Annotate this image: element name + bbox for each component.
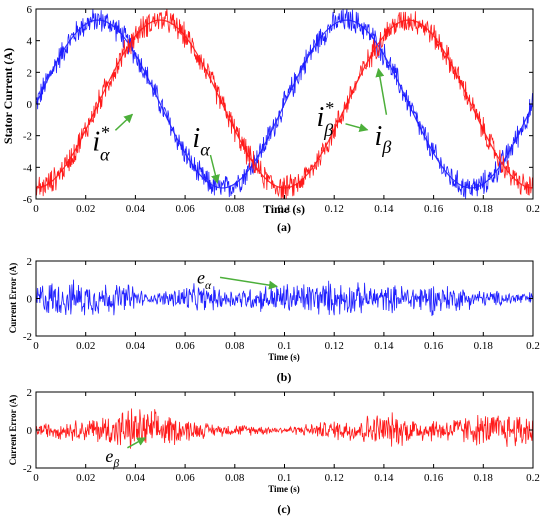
- panel-a-ytick-label: 2: [27, 67, 33, 79]
- panel-c-xtick-label: 0.02: [76, 472, 95, 484]
- panel-b-ytick-label: -2: [23, 331, 32, 343]
- panel-c-ylabel: Current Error (A): [8, 395, 18, 465]
- panel-c-xtick-label: 0.2: [526, 472, 540, 484]
- panel-b-annotation-label: eα: [197, 267, 212, 291]
- panel-c-ytick-label: 2: [27, 387, 33, 399]
- panel-b-xtick-label: 0.04: [126, 340, 146, 352]
- panel-a-xtick-label: 0.02: [76, 203, 95, 215]
- panel-a-ytick-label: -6: [23, 194, 33, 206]
- panel-c-ytick-label: -2: [23, 463, 32, 475]
- panel-b-xtick-label: 0.02: [76, 340, 95, 352]
- panel-b-xtick-label: 0.12: [325, 340, 344, 352]
- panel-b-ytick-label: 2: [27, 256, 33, 268]
- panel-c-xtick-label: 0.16: [424, 472, 444, 484]
- panel-c-caption: (c): [277, 502, 290, 516]
- panel-b-xtick-label: 0.1: [278, 340, 292, 352]
- panel-c-xtick-label: 0.14: [374, 472, 394, 484]
- panel-b-xtick-label: 0.2: [526, 340, 540, 352]
- panel-b-series-0: [36, 279, 533, 317]
- panel-a-xtick-label: 0: [33, 203, 39, 215]
- panel-a-ytick-label: 6: [27, 4, 33, 16]
- panel-b-xtick-label: 0.06: [175, 340, 195, 352]
- panel-a-ytick-label: 4: [27, 36, 33, 48]
- panel-b-annotation-arrow: [219, 276, 278, 290]
- panel-c-series-0: [36, 408, 533, 449]
- panel-a-xtick-label: 0.08: [225, 203, 245, 215]
- panel-c-annotation-label: eβ: [105, 446, 119, 470]
- panel-a-ytick-label: -2: [23, 131, 32, 143]
- panel-b-ytick-label: 0: [27, 294, 33, 306]
- panel-a-annotation-arrow: [375, 67, 388, 115]
- panel-c-annotation-arrow: [127, 437, 147, 449]
- panel-a-annotation-label: iα: [192, 123, 210, 159]
- panel-b-ylabel: Current Error (A): [8, 263, 18, 333]
- panel-c-xtick-label: 0.1: [278, 472, 292, 484]
- panel-b-xlabel: Time (s): [268, 352, 300, 362]
- panel-c-xtick-label: 0.18: [474, 472, 494, 484]
- panel-a-reference-1: [36, 19, 533, 189]
- panel-c-xtick-label: 0.04: [126, 472, 146, 484]
- panel-c-xtick-label: 0: [33, 472, 39, 484]
- panel-c-xtick-label: 0.12: [325, 472, 344, 484]
- panel-a-xtick-label: 0.12: [325, 203, 344, 215]
- panel-a-reference-0: [36, 19, 533, 189]
- panel-c-xtick-label: 0.08: [225, 472, 245, 484]
- panel-b-xtick-label: 0: [33, 340, 39, 352]
- panel-a: Stator Current (A) Time (s) (a) 0 0.02 0.0…: [1, 4, 540, 234]
- panel-a-series-1: [36, 9, 533, 199]
- panel-c-ytick-label: 0: [27, 425, 33, 437]
- panel-a-xtick-label: 0.16: [424, 203, 444, 215]
- panel-b-xtick-label: 0.08: [225, 340, 245, 352]
- panel-b-xtick-label: 0.18: [474, 340, 494, 352]
- panel-a-xlabel: Time (s): [263, 202, 305, 216]
- panel-c-xtick-label: 0.06: [175, 472, 195, 484]
- panel-a-xtick-label: 0.14: [374, 203, 394, 215]
- panel-a-annotation-arrow: [209, 154, 220, 184]
- panel-b: Current Error (A) Time (s) (b) 0 0.02 0.04…: [8, 256, 540, 384]
- panel-b-caption: (b): [277, 370, 292, 384]
- panel-a-ytick-label: -4: [23, 162, 33, 174]
- panel-a-annotation-label: i* β: [317, 98, 335, 140]
- panel-a-caption: (a): [277, 220, 291, 234]
- panel-b-xtick-label: 0.14: [374, 340, 394, 352]
- panel-a-xtick-label: 0.04: [126, 203, 146, 215]
- panel-a-xtick-label: 0.1: [278, 203, 292, 215]
- panel-a-ylabel: Stator Current (A): [1, 48, 15, 144]
- panel-a-annotation-label: iβ: [374, 121, 392, 157]
- panel-c-xlabel: Time (s): [268, 484, 300, 494]
- panel-a-xtick-label: 0.2: [526, 203, 540, 215]
- panel-a-series-0: [36, 9, 533, 199]
- panel-a-annotation-label: i* α: [92, 123, 110, 165]
- panel-c: Current Error (A) Time (s) (c) 0 0.02 0.04…: [8, 387, 540, 516]
- panel-a-annotation-arrow: [114, 113, 134, 131]
- panel-a-ytick-label: 0: [27, 99, 33, 111]
- panel-a-xtick-label: 0.06: [175, 203, 195, 215]
- panel-b-xtick-label: 0.16: [424, 340, 444, 352]
- panel-a-annotation-arrow: [345, 123, 369, 133]
- panel-a-xtick-label: 0.18: [474, 203, 494, 215]
